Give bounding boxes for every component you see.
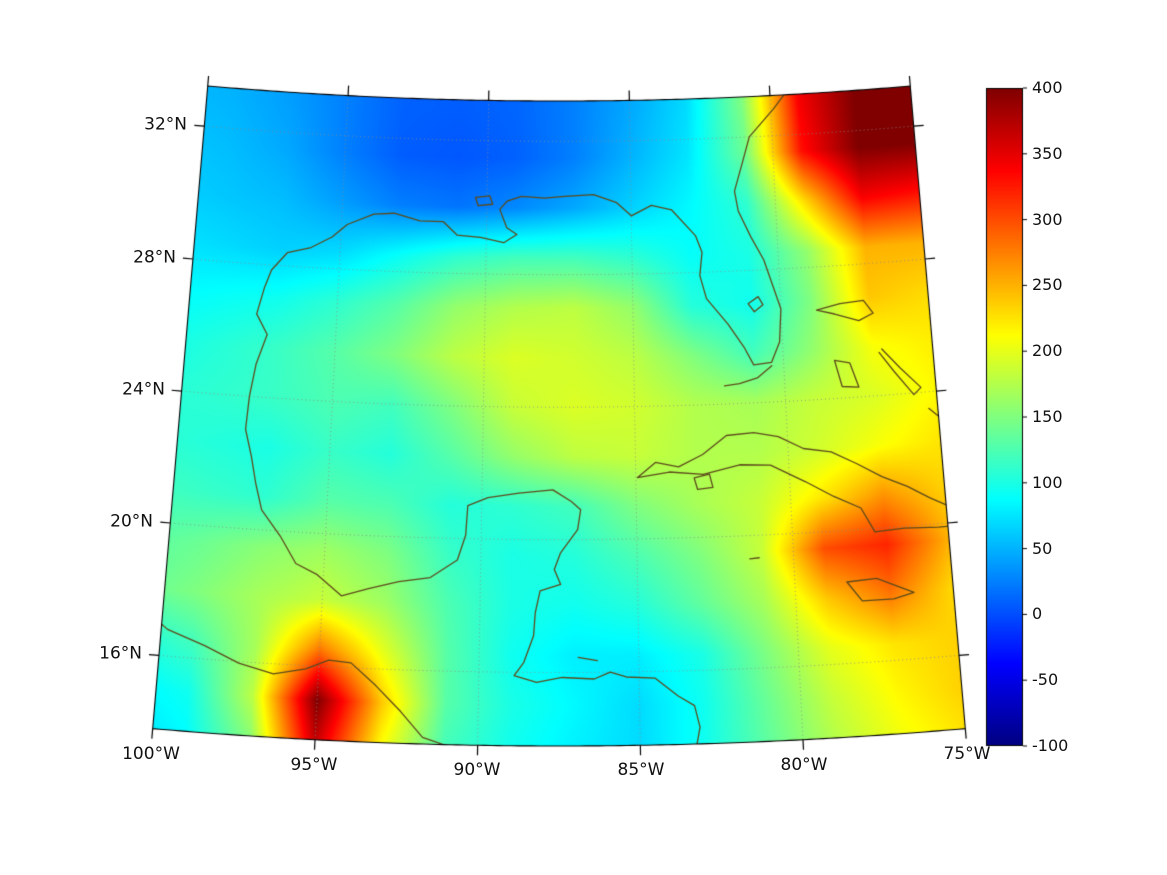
map-plot-canvas <box>0 0 1167 875</box>
map-figure: 32°N 28°N 24°N 20°N 16°N 100°W 95°W 90°W 85°W 80°… <box>0 0 1167 875</box>
